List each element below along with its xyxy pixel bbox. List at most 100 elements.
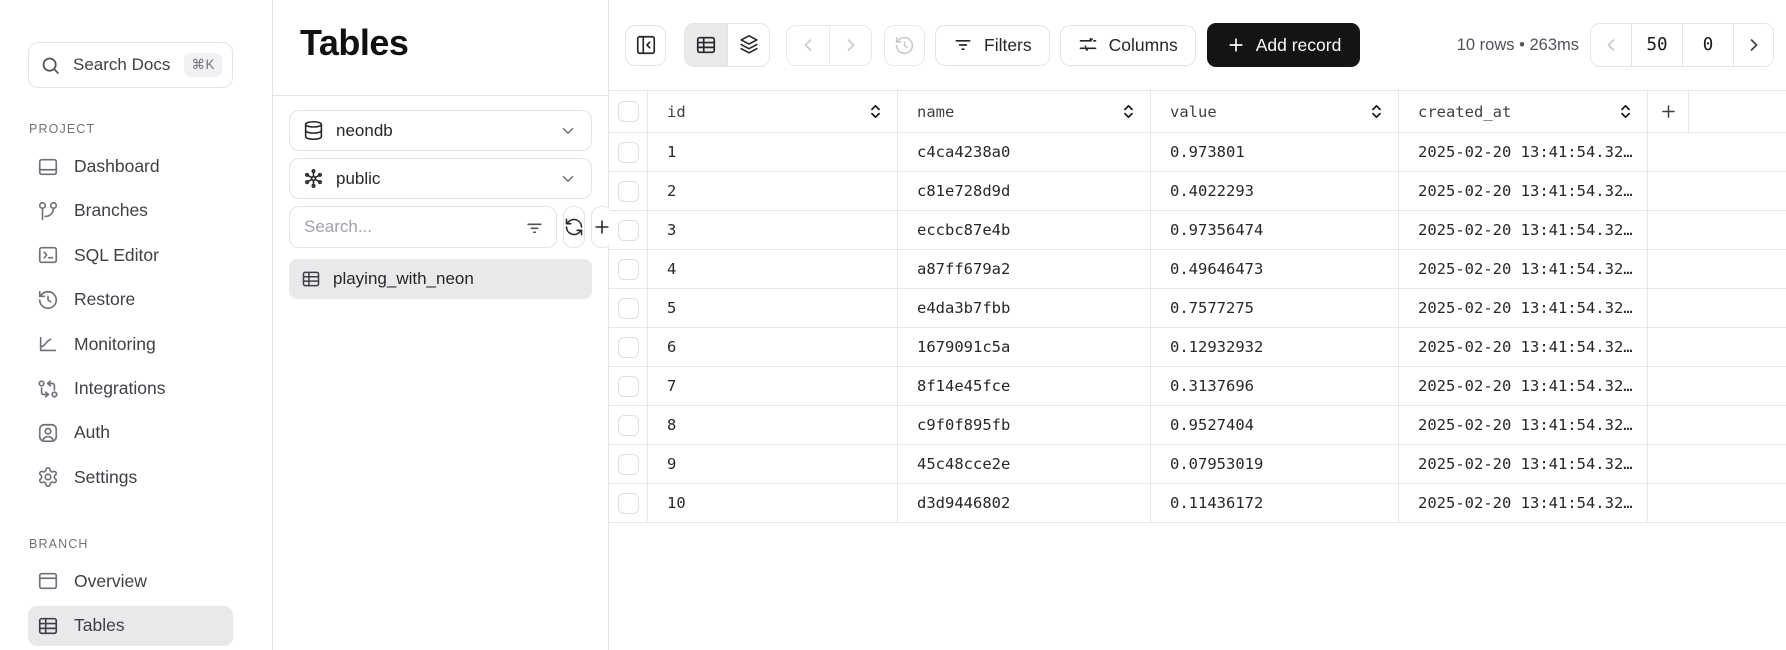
- cell-created-at[interactable]: 2025-02-20 13:41:54.32…: [1399, 406, 1648, 444]
- cell-id[interactable]: 8: [648, 406, 898, 444]
- sidebar-item-overview[interactable]: Overview: [28, 561, 233, 601]
- row-checkbox[interactable]: [617, 375, 639, 397]
- cell-name[interactable]: c81e728d9d: [898, 172, 1151, 210]
- sidebar-item-restore[interactable]: Restore: [28, 280, 233, 320]
- cell-id[interactable]: 10: [648, 484, 898, 522]
- row-count-status: 10 rows • 263ms: [1456, 35, 1579, 54]
- cell-value[interactable]: 0.973801: [1151, 133, 1399, 171]
- row-checkbox[interactable]: [617, 336, 639, 358]
- columns-button[interactable]: Columns: [1059, 24, 1196, 66]
- sidebar-item-label: SQL Editor: [74, 244, 159, 265]
- table-list-item-playing-with-neon[interactable]: playing_with_neon: [289, 259, 592, 299]
- cell-name[interactable]: a87ff679a2: [898, 250, 1151, 288]
- row-checkbox[interactable]: [617, 141, 639, 163]
- column-header-id[interactable]: id: [648, 91, 898, 132]
- cell-created-at[interactable]: 2025-02-20 13:41:54.32…: [1399, 328, 1648, 366]
- sidebar-item-auth[interactable]: Auth: [28, 413, 233, 453]
- row-checkbox[interactable]: [617, 180, 639, 202]
- table-search-input[interactable]: [304, 217, 525, 237]
- row-checkbox[interactable]: [617, 453, 639, 475]
- refresh-icon: [564, 217, 584, 237]
- sidebar-item-settings[interactable]: Settings: [28, 457, 233, 497]
- search-docs-button[interactable]: Search Docs ⌘K: [28, 42, 233, 89]
- cell-id[interactable]: 3: [648, 211, 898, 249]
- cell-created-at[interactable]: 2025-02-20 13:41:54.32…: [1399, 484, 1648, 522]
- cell-created-at[interactable]: 2025-02-20 13:41:54.32…: [1399, 172, 1648, 210]
- sidebar-item-branches[interactable]: Branches: [28, 191, 233, 231]
- cell-name[interactable]: d3d9446802: [898, 484, 1151, 522]
- page-title: Tables: [300, 22, 409, 63]
- database-select[interactable]: neondb: [289, 110, 592, 151]
- cell-value[interactable]: 0.11436172: [1151, 484, 1399, 522]
- cell-value[interactable]: 0.3137696: [1151, 367, 1399, 405]
- cell-id[interactable]: 2: [648, 172, 898, 210]
- cell-name[interactable]: 8f14e45fce: [898, 367, 1151, 405]
- cell-value[interactable]: 0.12932932: [1151, 328, 1399, 366]
- pagination-control: [1590, 23, 1774, 67]
- column-header-value[interactable]: value: [1151, 91, 1399, 132]
- cell-value[interactable]: 0.9527404: [1151, 406, 1399, 444]
- sidebar-item-tables[interactable]: Tables: [28, 605, 233, 647]
- cell-name[interactable]: c4ca4238a0: [898, 133, 1151, 171]
- filters-button[interactable]: Filters: [935, 24, 1050, 66]
- cell-created-at[interactable]: 2025-02-20 13:41:54.32…: [1399, 250, 1648, 288]
- table-row: 1 c4ca4238a0 0.973801 2025-02-20 13:41:5…: [609, 133, 1786, 172]
- page-next-button[interactable]: [1733, 24, 1773, 66]
- schema-icon: [303, 168, 324, 189]
- cell-created-at[interactable]: 2025-02-20 13:41:54.32…: [1399, 133, 1648, 171]
- page-size-input[interactable]: [1632, 35, 1682, 55]
- select-all-checkbox[interactable]: [617, 101, 639, 122]
- row-checkbox[interactable]: [617, 219, 639, 241]
- table-view-toggle[interactable]: [685, 24, 727, 66]
- toolbar: Filters Columns Add record 10 rows • 263…: [609, 0, 1786, 90]
- sidebar-item-integrations[interactable]: Integrations: [28, 368, 233, 408]
- add-column-button[interactable]: [1648, 91, 1689, 132]
- history-button[interactable]: [884, 24, 925, 66]
- sidebar-item-dashboard[interactable]: Dashboard: [28, 146, 233, 186]
- cell-created-at[interactable]: 2025-02-20 13:41:54.32…: [1399, 367, 1648, 405]
- cell-id[interactable]: 1: [648, 133, 898, 171]
- cell-name[interactable]: e4da3b7fbb: [898, 289, 1151, 327]
- row-checkbox[interactable]: [617, 258, 639, 280]
- sidebar-item-label: Tables: [74, 615, 125, 636]
- page-offset-input[interactable]: [1683, 35, 1733, 55]
- cell-name[interactable]: c9f0f895fb: [898, 406, 1151, 444]
- cell-created-at[interactable]: 2025-02-20 13:41:54.32…: [1399, 289, 1648, 327]
- cell-id[interactable]: 9: [648, 445, 898, 483]
- prev-record-button[interactable]: [787, 25, 829, 65]
- plus-icon: [1226, 35, 1246, 55]
- cell-id[interactable]: 4: [648, 250, 898, 288]
- table-row: 7 8f14e45fce 0.3137696 2025-02-20 13:41:…: [609, 367, 1786, 406]
- sidebar-item-sql-editor[interactable]: SQL Editor: [28, 235, 233, 275]
- project-section-label: PROJECT: [29, 122, 96, 137]
- next-record-button[interactable]: [829, 25, 871, 65]
- table-row: 2 c81e728d9d 0.4022293 2025-02-20 13:41:…: [609, 172, 1786, 211]
- cell-value[interactable]: 0.7577275: [1151, 289, 1399, 327]
- row-checkbox[interactable]: [617, 492, 639, 514]
- refresh-tables-button[interactable]: [563, 206, 585, 248]
- page-prev-button[interactable]: [1591, 24, 1631, 66]
- collapse-panel-button[interactable]: [625, 24, 666, 66]
- cell-id[interactable]: 5: [648, 289, 898, 327]
- cell-value[interactable]: 0.07953019: [1151, 445, 1399, 483]
- schema-select[interactable]: public: [289, 158, 592, 199]
- column-header-name[interactable]: name: [898, 91, 1151, 132]
- cell-id[interactable]: 7: [648, 367, 898, 405]
- data-grid: id name value created_at: [609, 90, 1786, 523]
- row-checkbox[interactable]: [617, 414, 639, 436]
- row-checkbox[interactable]: [617, 297, 639, 319]
- sidebar-item-monitoring[interactable]: Monitoring: [28, 324, 233, 364]
- cell-value[interactable]: 0.4022293: [1151, 172, 1399, 210]
- cell-value[interactable]: 0.49646473: [1151, 250, 1399, 288]
- cell-name[interactable]: 1679091c5a: [898, 328, 1151, 366]
- cell-id[interactable]: 6: [648, 328, 898, 366]
- cell-name[interactable]: 45c48cce2e: [898, 445, 1151, 483]
- schema-view-toggle[interactable]: [727, 24, 769, 66]
- cell-name[interactable]: eccbc87e4b: [898, 211, 1151, 249]
- cell-created-at[interactable]: 2025-02-20 13:41:54.32…: [1399, 211, 1648, 249]
- view-mode-toggle: [684, 23, 770, 67]
- column-header-created-at[interactable]: created_at: [1399, 91, 1648, 132]
- cell-created-at[interactable]: 2025-02-20 13:41:54.32…: [1399, 445, 1648, 483]
- cell-value[interactable]: 0.97356474: [1151, 211, 1399, 249]
- add-record-button[interactable]: Add record: [1206, 23, 1361, 67]
